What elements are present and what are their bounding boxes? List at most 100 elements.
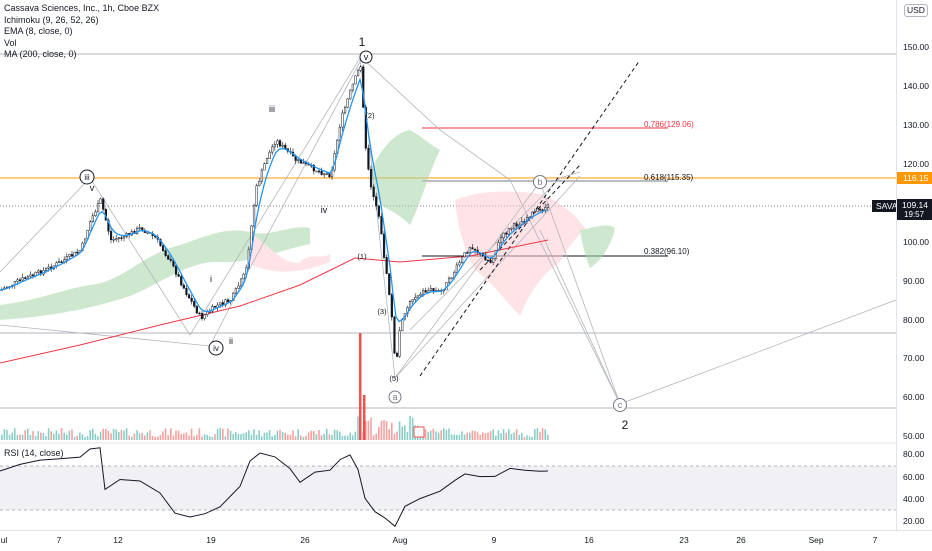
volume-bar xyxy=(8,434,11,440)
volume-bar xyxy=(393,433,396,440)
volume-bar xyxy=(432,428,435,440)
volume-bar xyxy=(500,433,502,440)
volume-bar xyxy=(248,430,250,440)
volume-bar xyxy=(497,430,500,440)
volume-bar xyxy=(42,433,45,440)
volume-bar xyxy=(21,434,24,440)
wave-iii-circle xyxy=(79,169,95,185)
candle-body xyxy=(388,273,391,295)
candle-body xyxy=(226,299,230,303)
candle-body xyxy=(533,211,536,213)
volume-bar xyxy=(84,436,86,440)
candle-body xyxy=(263,163,266,171)
candle-body xyxy=(302,162,305,165)
sava-tag[interactable] xyxy=(872,200,896,212)
volume-bar xyxy=(310,430,312,440)
currency-button[interactable]: USD xyxy=(904,4,928,17)
wave-labels[interactable]: 1 v iii v i ii iv iii iv (1) (2) (3) (5)… xyxy=(79,35,629,438)
earnings-marker[interactable] xyxy=(413,426,425,438)
candle-body xyxy=(211,305,214,312)
volume-bar xyxy=(372,435,375,440)
volume-bar xyxy=(133,433,136,440)
candles[interactable] xyxy=(0,64,549,358)
orange-price-tag[interactable] xyxy=(897,172,932,184)
candle-body xyxy=(252,205,256,227)
volume-bar xyxy=(3,429,6,440)
symbol-title[interactable]: Cassava Sciences, Inc., 1h, Cboe BZX xyxy=(4,3,160,13)
volume-bar xyxy=(281,431,284,440)
candle-body xyxy=(239,278,243,287)
volume-bar xyxy=(476,432,479,440)
volume-bar xyxy=(1,434,3,440)
wave-ii-label: ii xyxy=(229,336,233,346)
volume-bar xyxy=(125,428,128,440)
last-price-tag[interactable] xyxy=(897,199,932,220)
volume-bar xyxy=(170,428,172,440)
candle-body xyxy=(489,259,492,263)
time-axis-label: 9 xyxy=(492,535,497,545)
volume-bar xyxy=(341,435,344,440)
candle-body xyxy=(408,301,412,308)
wave-1-label[interactable]: 1 xyxy=(359,35,366,49)
candle-body xyxy=(232,292,235,301)
volume-bar xyxy=(201,436,203,440)
volume-bar xyxy=(120,429,123,440)
volume-bar xyxy=(19,434,21,440)
volume-bar xyxy=(34,436,37,440)
candle-body xyxy=(367,147,370,170)
wave-2-label[interactable]: 2 xyxy=(622,418,629,432)
candle-body xyxy=(190,297,193,302)
volume-bar xyxy=(466,432,468,440)
volume-bar xyxy=(29,434,32,440)
legend-ma[interactable]: MA (200, close, 0) xyxy=(4,49,77,59)
candle-body xyxy=(341,112,344,128)
legend-vol[interactable]: Vol xyxy=(4,37,17,48)
volume-bar xyxy=(32,431,34,440)
legend-ema[interactable]: EMA (8, close, 0) xyxy=(4,26,73,36)
rsi-axis-label: 40.00 xyxy=(903,494,925,504)
last-price-text: 109.14 xyxy=(902,200,928,210)
volume-bar xyxy=(47,428,50,440)
volume-bar xyxy=(193,436,195,440)
candle-body xyxy=(169,259,172,261)
volume-bar xyxy=(482,432,484,440)
price-axis[interactable] xyxy=(896,0,932,530)
volume-bar xyxy=(331,435,333,440)
time-axis-label: Aug xyxy=(392,535,407,545)
candle-body xyxy=(193,301,196,307)
candle-body xyxy=(351,83,354,91)
candle-body xyxy=(138,227,141,229)
volume-bar xyxy=(440,430,442,440)
candle-body xyxy=(44,267,48,271)
wave-v-label: v xyxy=(90,183,95,193)
volume-bar xyxy=(123,430,125,440)
volume-bar xyxy=(411,417,414,440)
candle-body xyxy=(26,276,29,279)
volume-bar xyxy=(63,432,65,440)
legend-ichimoku[interactable]: Ichimoku (9, 26, 52, 26) xyxy=(4,14,99,25)
candle-body xyxy=(411,299,414,302)
volume-bar xyxy=(149,430,151,440)
candle-body xyxy=(356,70,360,77)
volume-spike xyxy=(359,333,362,440)
volume-bar xyxy=(352,435,354,440)
candle-body xyxy=(182,284,185,289)
volume-bar xyxy=(211,436,214,440)
candle-body xyxy=(505,232,508,235)
time-axis[interactable] xyxy=(0,530,932,551)
candle-body xyxy=(174,265,178,275)
volume-bar xyxy=(401,426,403,440)
volume-bar xyxy=(76,435,78,440)
candle-body xyxy=(473,248,477,251)
candle-body xyxy=(16,279,19,282)
volume-bar xyxy=(339,431,341,440)
volume-bar xyxy=(50,431,52,440)
volume-bar xyxy=(474,430,476,440)
volume-bar xyxy=(404,425,406,440)
candle-body xyxy=(55,262,58,267)
candle-body xyxy=(320,170,323,175)
volume-bar xyxy=(315,434,318,440)
volume-bar xyxy=(521,432,523,440)
volume-bar xyxy=(515,429,518,440)
